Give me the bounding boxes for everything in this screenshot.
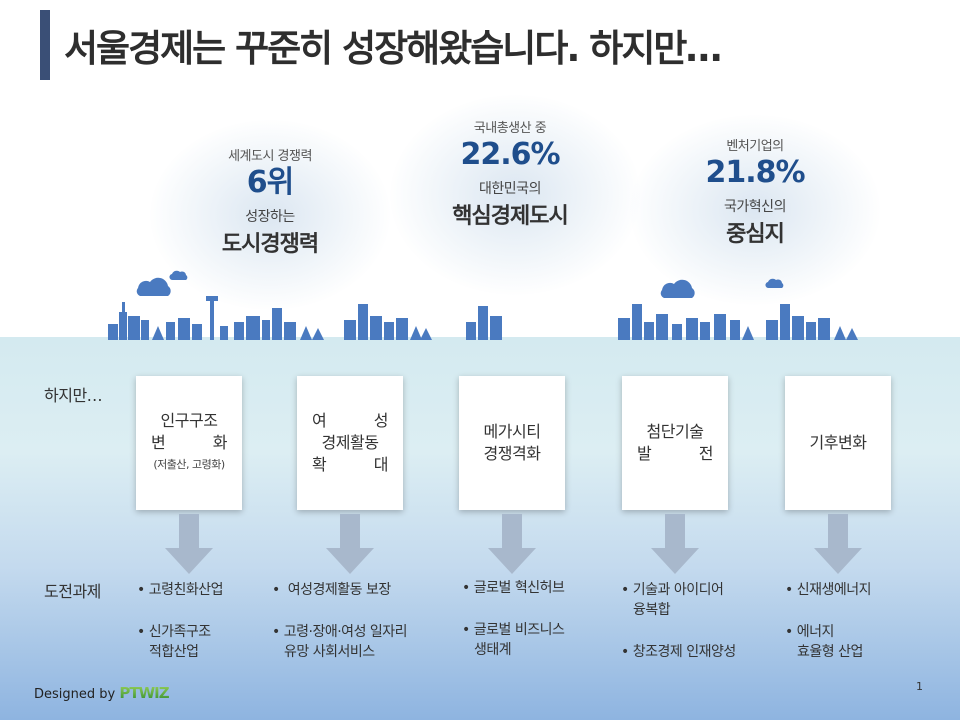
page-title: 서울경제는 꾸준히 성장해왔습니다. 하지만… — [64, 27, 722, 70]
cloud-icon — [169, 270, 188, 281]
bullet-dot: • — [785, 624, 793, 640]
footer-credit: Designed by PTWIZ — [34, 684, 170, 702]
card-population-structure: 인구구조 변 화 (저출산, 고령화) — [136, 376, 242, 510]
card-advanced-tech: 첨단기술 발 전 — [622, 376, 728, 510]
card-line: 확 대 — [312, 455, 389, 474]
challenge-text: 여성경제활동 보장 — [283, 582, 392, 598]
stat-big-value: 22.6% — [460, 137, 560, 172]
page-number: 1 — [916, 680, 923, 693]
card-line: 경쟁격화 — [483, 444, 541, 463]
city-skyline-illustration — [108, 270, 858, 340]
down-arrow-icon — [165, 514, 213, 574]
challenge-text: 신재생에너지 — [796, 582, 872, 598]
card-line: 첨단기술 — [646, 422, 704, 441]
challenge-text-cont: 적합산업 — [149, 644, 199, 660]
stat-small-label: 벤처기업의 — [726, 139, 784, 154]
bullet-dot: • — [462, 580, 470, 596]
card-line: 발 전 — [637, 444, 714, 463]
stat-venture-share: 벤처기업의 21.8% 국가혁신의 중심지 — [680, 135, 830, 248]
stat-mid-label: 국가혁신의 — [724, 198, 786, 215]
card-line: 기후변화 — [809, 433, 867, 452]
card-line: 여 성 — [312, 411, 389, 430]
stat-strong-label: 중심지 — [726, 221, 785, 247]
challenge-text: 에너지 — [796, 624, 835, 640]
challenge-text: 고령·장애·여성 일자리 — [283, 624, 408, 640]
title-accent-bar — [40, 10, 50, 80]
challenge-item: • 창조경제 인재양성 — [621, 642, 736, 662]
bullet-dot: • — [621, 644, 629, 660]
row-label-challenges: 도전과제 — [44, 582, 101, 601]
challenge-text-cont: 유망 사회서비스 — [284, 644, 375, 660]
challenge-text: 기술과 아이디어 — [632, 582, 724, 598]
challenge-text: 창조경제 인재양성 — [632, 644, 737, 660]
card-line: 경제활동 — [321, 433, 379, 452]
challenge-text-cont: 효율형 산업 — [797, 644, 863, 660]
stat-city-rank: 세계도시 경쟁력 6위 성장하는 도시경쟁력 — [200, 145, 340, 258]
ptwiz-logo: PTWIZ — [119, 684, 169, 702]
challenge-text: 글로벌 비즈니스 — [473, 622, 565, 638]
challenge-text: 고령친화산업 — [148, 582, 224, 598]
challenge-item: • 여성경제활동 보장 — [272, 580, 391, 600]
stat-small-label: 국내총생산 중 — [473, 121, 547, 136]
bullet-dot: • — [785, 582, 793, 598]
stat-small-label: 세계도시 경쟁력 — [228, 149, 312, 164]
stat-gdp-share: 국내총생산 중 22.6% 대한민국의 핵심경제도시 — [435, 117, 585, 230]
row-label-however: 하지만… — [44, 386, 103, 405]
challenge-item: • 신재생에너지 — [785, 580, 872, 600]
challenge-text: 신가족구조 — [148, 624, 211, 640]
card-line: 인구구조 — [160, 411, 218, 430]
stat-mid-label: 대한민국의 — [479, 180, 541, 197]
bullet-dot: • — [621, 582, 629, 598]
stat-mid-label: 성장하는 — [245, 208, 295, 225]
stat-glow-2 — [390, 95, 640, 295]
bullet-dot: • — [137, 624, 145, 640]
card-climate-change: 기후변화 — [785, 376, 891, 510]
stat-big-value: 6위 — [246, 165, 294, 200]
bullet-dot: • — [462, 622, 470, 638]
stat-big-value: 21.8% — [705, 155, 805, 190]
cloud-icon — [765, 278, 784, 289]
challenge-text: 글로벌 혁신허브 — [473, 580, 565, 596]
challenge-item: • 글로벌 혁신허브 — [462, 578, 565, 598]
card-subtext: (저출산, 고령화) — [153, 458, 225, 471]
card-megacity: 메가시티 경쟁격화 — [459, 376, 565, 510]
card-line: 메가시티 — [483, 422, 541, 441]
down-arrow-icon — [814, 514, 862, 574]
stat-strong-label: 핵심경제도시 — [452, 203, 568, 229]
challenge-item: • 고령친화산업 — [137, 580, 224, 600]
cloud-icon — [136, 277, 171, 296]
bullet-dot: • — [137, 582, 145, 598]
stat-strong-label: 도시경쟁력 — [221, 231, 319, 257]
down-arrow-icon — [651, 514, 699, 574]
card-line: 변 화 — [151, 433, 228, 452]
designed-by-label: Designed by — [34, 687, 116, 702]
stat-glow-3 — [630, 115, 880, 305]
cloud-icon — [660, 279, 695, 298]
card-women-economy: 여 성 경제활동 확 대 — [297, 376, 403, 510]
down-arrow-icon — [488, 514, 536, 574]
stat-glow-1 — [150, 120, 390, 310]
challenge-text-cont: 생태계 — [474, 642, 512, 658]
bullet-dot: • — [272, 582, 280, 598]
down-arrow-icon — [326, 514, 374, 574]
bullet-dot: • — [272, 624, 280, 640]
challenge-text-cont: 융복합 — [633, 602, 671, 618]
